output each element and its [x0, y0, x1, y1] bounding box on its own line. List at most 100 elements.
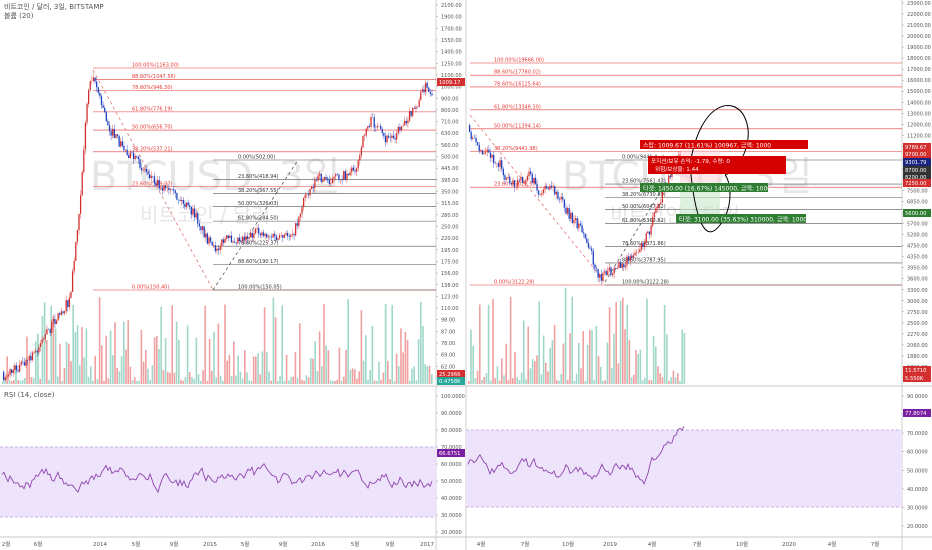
right-price-tick-label: 15000.00	[907, 89, 931, 95]
volume-bar	[6, 356, 8, 384]
right-rsi-tick-label: 60.0000	[907, 450, 928, 456]
volume-bar	[268, 371, 270, 384]
volume-bar	[334, 380, 336, 384]
time-label: 2015	[203, 542, 217, 548]
volume-bar	[584, 380, 587, 384]
volume-bar	[94, 355, 96, 384]
volume-bar	[54, 329, 57, 384]
fib-level-label: 88.60%(1047.56)	[132, 74, 176, 80]
volume-bar	[644, 377, 646, 384]
right-rsi-tick-label: 90.0000	[907, 394, 928, 400]
volume-bar	[593, 380, 595, 384]
fib-level-label: 100.00%(19666.00)	[494, 58, 544, 64]
volume-bar	[527, 326, 529, 384]
right-price-badge-bg	[903, 209, 931, 217]
chart-title[interactable]: 비트코인 / 달러, 3일, BITSTAMP	[4, 2, 104, 11]
volume-bar	[222, 380, 224, 384]
time-label: 2017	[420, 542, 434, 548]
volume-bar	[180, 379, 182, 384]
volume-bar	[492, 298, 494, 384]
volume-bar	[356, 378, 358, 384]
volume-bar	[30, 377, 33, 384]
right-price-badge-text: 5600.00	[905, 211, 926, 217]
stop-label-box[interactable]: 스탑: 1009.67 (11.61%) 100967, 금액: 1000	[640, 140, 808, 150]
right-price-badge-text: 9301.79	[905, 160, 926, 166]
left-trend-line-up[interactable]	[212, 159, 299, 291]
volume-bar	[404, 331, 407, 384]
target1-label-text: 타겟: 1450.00 (16.67%) 145000, 금액: 1000	[643, 185, 771, 193]
time-axis[interactable]: 2월 6월 2014 5월 9월 2015 5월 9월 2016 5월 9월 2017 4월 7월 10월 2…	[2, 540, 880, 548]
left-price-tick-label: 1100.00	[441, 73, 462, 79]
left-price-tick-label: 445.00	[441, 166, 459, 172]
time-label: 5월	[132, 540, 141, 548]
left-price-tick-label: 280.00	[441, 213, 459, 219]
volume-bar	[118, 371, 121, 384]
left-price-axis[interactable]: 2100.00 1900.00 1700.00 1550.00 1400.00 1250.…	[436, 3, 462, 382]
volume-bar	[149, 380, 151, 384]
volume-bar	[606, 342, 609, 384]
right-price-badge-bg	[903, 366, 931, 374]
target1-label-box[interactable]: 타겟: 1450.00 (16.67%) 145000, 금액: 1000	[640, 183, 771, 193]
volume-bar	[24, 377, 26, 384]
right-price-axis[interactable]: 23000.00 22000.00 21000.00 20000.00 19000.00…	[902, 1, 931, 382]
volume-bar	[241, 378, 244, 384]
left-rsi-axis[interactable]: 100.0000 90.0000 80.0000 70.0000 60.0000 50.0…	[436, 394, 465, 536]
target2-label-box[interactable]: 타겟: 3100.00 (35.63%) 310000, 금액: 1000	[676, 214, 807, 224]
left-price-badge-bg	[437, 377, 465, 385]
time-label: 5월	[351, 540, 360, 548]
volume-bar	[529, 368, 532, 384]
volume-bar	[362, 360, 365, 384]
volume-bar	[224, 304, 226, 384]
left-price-tick-label: 1250.00	[441, 61, 462, 67]
rsi-indicator-label[interactable]: RSI (14, close)	[4, 391, 55, 399]
volume-bar	[677, 373, 679, 384]
volume-indicator-label[interactable]: 볼륨 (20)	[4, 11, 34, 20]
right-price-badge-bg	[903, 374, 931, 382]
volume-bar	[37, 333, 39, 384]
volume-bar	[131, 380, 134, 384]
volume-bar	[582, 331, 584, 384]
position-label-box[interactable]: 포지션/보유 손익: -1.79, 수량: 0 위험/보상율: 1.44	[648, 156, 786, 174]
volume-bar	[343, 376, 345, 384]
left-price-tick-label: 69.00	[441, 353, 455, 359]
volume-bar	[70, 361, 72, 384]
right-price-tick-label: 23000.00	[907, 1, 931, 7]
volume-bar	[626, 304, 628, 384]
volume-bar	[641, 380, 644, 384]
volume-bar	[490, 380, 492, 384]
volume-bar	[360, 310, 363, 384]
right-rsi-line[interactable]	[467, 426, 685, 485]
volume-bar	[571, 296, 573, 384]
volume-bar	[509, 296, 512, 384]
volume-bar	[538, 301, 540, 384]
volume-bar	[50, 305, 52, 384]
fib-level-label: 50.00%(656.70)	[132, 125, 173, 131]
left-price-tick-label: 62.00	[441, 364, 455, 370]
right-rsi-band	[466, 430, 902, 507]
volume-bar	[310, 358, 312, 384]
volume-bar	[171, 305, 173, 384]
volume-bar	[428, 365, 431, 384]
volume-bar	[398, 366, 400, 384]
volume-bar	[470, 329, 472, 384]
left-fibonacci-levels[interactable]: 100.00%(1163.00) 88.60%(1047.56) 78.60%(94…	[93, 63, 436, 291]
left-candlesticks[interactable]	[2, 72, 433, 382]
volume-bar	[79, 364, 81, 384]
left-rsi-line[interactable]	[1, 462, 433, 494]
volume-bar	[637, 353, 639, 384]
volume-bar	[8, 380, 11, 384]
left-price-tick-label: 175.00	[441, 259, 459, 265]
fib-level-label: 100.00%(150.05)	[238, 285, 282, 291]
volume-bar	[512, 378, 514, 384]
volume-bar	[162, 370, 165, 384]
volume-bar	[415, 380, 418, 384]
right-price-badge-text: 8700.00	[905, 168, 926, 174]
volume-bar	[15, 365, 17, 384]
volume-bar	[670, 377, 672, 384]
left-rsi-tick-label: 30.0000	[441, 513, 462, 519]
volume-bar	[290, 376, 292, 384]
fib-level-label: 78.60%(946.30)	[132, 85, 173, 91]
volume-bar	[257, 353, 259, 384]
